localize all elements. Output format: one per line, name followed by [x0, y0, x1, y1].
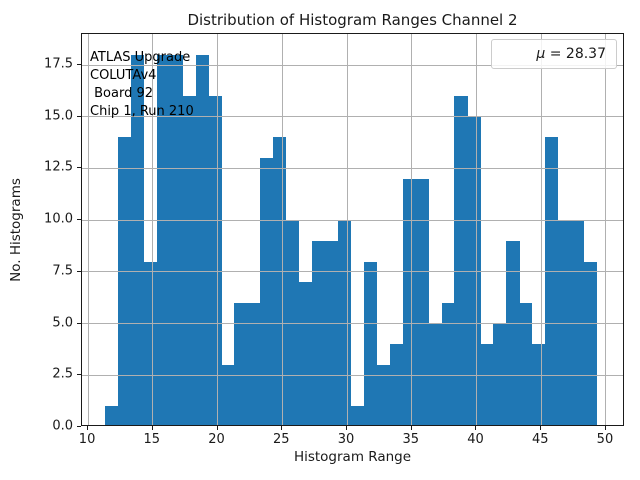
y-tick-mark	[77, 322, 81, 324]
x-tick-mark	[410, 426, 412, 430]
histogram-bar	[441, 302, 455, 425]
histogram-bar	[273, 137, 287, 425]
x-tick-label: 35	[402, 432, 420, 447]
histogram-bar	[312, 240, 326, 425]
histogram-bar	[325, 240, 339, 425]
histogram-bar	[415, 178, 429, 425]
y-tick-mark	[77, 167, 81, 169]
x-tick-mark	[475, 426, 477, 430]
y-tick-mark	[77, 374, 81, 376]
y-tick-label: 0.0	[52, 418, 73, 434]
legend-label: μ = 28.37	[536, 46, 606, 62]
x-tick-label: 50	[596, 432, 614, 447]
gridline-vertical	[281, 34, 283, 425]
legend: μ = 28.37	[491, 39, 617, 69]
gridline-vertical	[540, 34, 542, 425]
histogram-bar	[480, 344, 494, 425]
gridline-vertical	[475, 34, 477, 425]
x-tick-label: 45	[531, 432, 549, 447]
histogram-bar	[234, 302, 248, 425]
histogram-bar	[402, 178, 416, 425]
y-tick-mark	[77, 219, 81, 221]
x-tick-mark	[346, 426, 348, 430]
y-tick-label: 7.5	[52, 263, 73, 279]
histogram-bar	[195, 54, 209, 425]
y-axis-label: No. Histograms	[8, 178, 24, 282]
x-tick-label: 25	[273, 432, 290, 447]
y-tick-label: 10.0	[44, 211, 73, 227]
gridline-horizontal	[82, 116, 623, 118]
x-tick-label: 30	[337, 432, 355, 447]
legend-mean-value: = 28.37	[545, 46, 606, 62]
plot-area: ATLAS Upgrade COLUTAv4 Board 92 Chip 1, …	[81, 33, 624, 426]
histogram-bar	[467, 116, 481, 425]
y-tick-mark	[77, 270, 81, 272]
histogram-bar	[260, 158, 274, 425]
annotation-block: ATLAS Upgrade COLUTAv4 Board 92 Chip 1, …	[90, 49, 194, 121]
gridline-vertical	[152, 34, 154, 425]
x-tick-mark	[87, 426, 89, 430]
histogram-bar	[532, 344, 546, 425]
histogram-bar	[182, 96, 196, 425]
y-tick-label: 12.5	[44, 159, 73, 175]
y-tick-mark	[77, 64, 81, 66]
histogram-bar	[104, 406, 119, 425]
gridline-horizontal	[82, 323, 623, 325]
y-tick-label: 17.5	[44, 56, 73, 72]
histogram-bar	[583, 261, 598, 425]
legend-color-swatch	[501, 48, 527, 61]
gridline-vertical	[346, 34, 348, 425]
histogram-bar	[130, 54, 145, 425]
x-tick-label: 40	[467, 432, 484, 447]
gridline-horizontal	[82, 374, 623, 376]
histogram-bar	[519, 302, 533, 425]
histogram-bar	[376, 364, 391, 425]
x-tick-mark	[604, 426, 606, 430]
histogram-bar	[169, 54, 183, 425]
x-tick-label: 20	[208, 432, 225, 447]
y-tick-label: 15.0	[44, 108, 73, 124]
gridline-vertical	[411, 34, 413, 425]
x-axis-label: Histogram Range	[293, 449, 412, 465]
y-tick-label: 5.0	[52, 315, 73, 331]
gridline-horizontal	[82, 167, 623, 169]
histogram-bar	[363, 261, 378, 425]
histogram-bar	[545, 137, 559, 425]
histogram-bar	[221, 364, 235, 425]
y-tick-label: 2.5	[52, 366, 73, 382]
annotation-line: COLUTAv4	[90, 68, 157, 83]
histogram-bar	[117, 137, 132, 425]
gridline-horizontal	[82, 64, 623, 66]
x-tick-mark	[540, 426, 542, 430]
y-tick-mark	[77, 426, 81, 427]
histogram-bar	[493, 323, 507, 425]
gridline-horizontal	[82, 219, 623, 221]
histogram-bar	[208, 96, 222, 425]
histogram-bar	[143, 261, 157, 425]
chart-title: Distribution of Histogram Ranges Channel…	[187, 11, 518, 29]
histogram-bar	[454, 96, 468, 425]
x-tick-mark	[216, 426, 218, 430]
gridline-vertical	[87, 34, 89, 425]
histogram-bar	[389, 344, 403, 425]
histogram-bar	[247, 302, 261, 425]
gridline-vertical	[217, 34, 219, 425]
x-tick-mark	[151, 426, 153, 430]
gridline-vertical	[605, 34, 607, 425]
gridline-horizontal	[82, 271, 623, 273]
x-tick-label: 15	[143, 432, 161, 447]
annotation-line: Board 92	[90, 86, 154, 101]
annotation-line: ATLAS Upgrade	[90, 50, 191, 65]
histogram-bar	[428, 323, 442, 425]
histogram-bar	[156, 54, 170, 425]
annotation-line: Chip 1, Run 210	[90, 104, 194, 119]
x-tick-mark	[281, 426, 283, 430]
y-tick-mark	[77, 115, 81, 117]
legend-mu-symbol: μ	[536, 46, 546, 62]
histogram-bar	[506, 240, 520, 425]
histogram-bar	[299, 282, 313, 425]
x-tick-label: 10	[78, 432, 96, 447]
histogram-bar	[350, 406, 365, 425]
